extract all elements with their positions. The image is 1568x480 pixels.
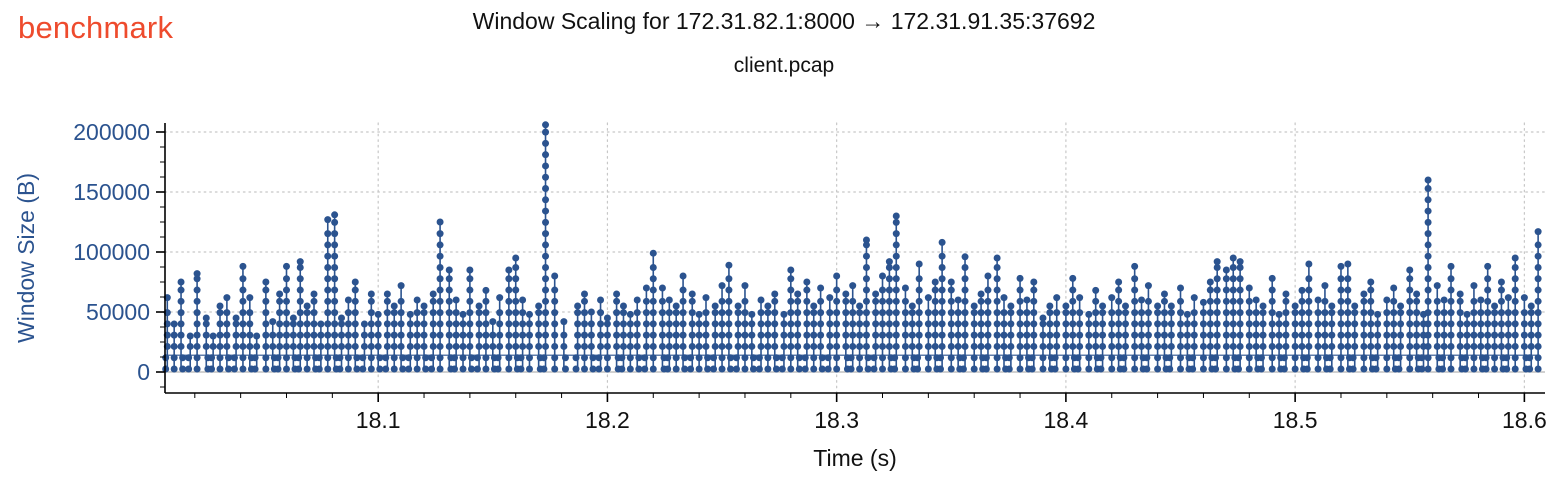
y-tick-label: 200000 [73,119,150,145]
x-tick-label: 18.3 [814,407,859,433]
x-axis-title: Time (s) [813,445,896,471]
axes: 18.1 18.2 18.3 18.4 18.5 18.6 0 50000 100000 1500… [73,119,1547,433]
x-tick-label: 18.4 [1044,407,1089,433]
stem-series [162,121,1542,373]
brand-logo[interactable]: benchmark [18,10,174,45]
y-axis-title: Window Size (B) [13,173,39,343]
chart-subtitle: client.pcap [733,54,835,77]
x-tick-label: 18.5 [1273,407,1318,433]
chart-title: Window Scaling for 172.31.82.1:8000 → 17… [472,8,1096,34]
y-tick-label: 100000 [73,239,150,265]
x-tick-label: 18.6 [1502,407,1547,433]
x-tick-label: 18.2 [585,407,630,433]
x-tick-label: 18.1 [356,407,401,433]
y-tick-label: 150000 [73,179,150,205]
y-tick-label: 50000 [86,299,150,325]
y-tick-label: 0 [137,359,150,385]
